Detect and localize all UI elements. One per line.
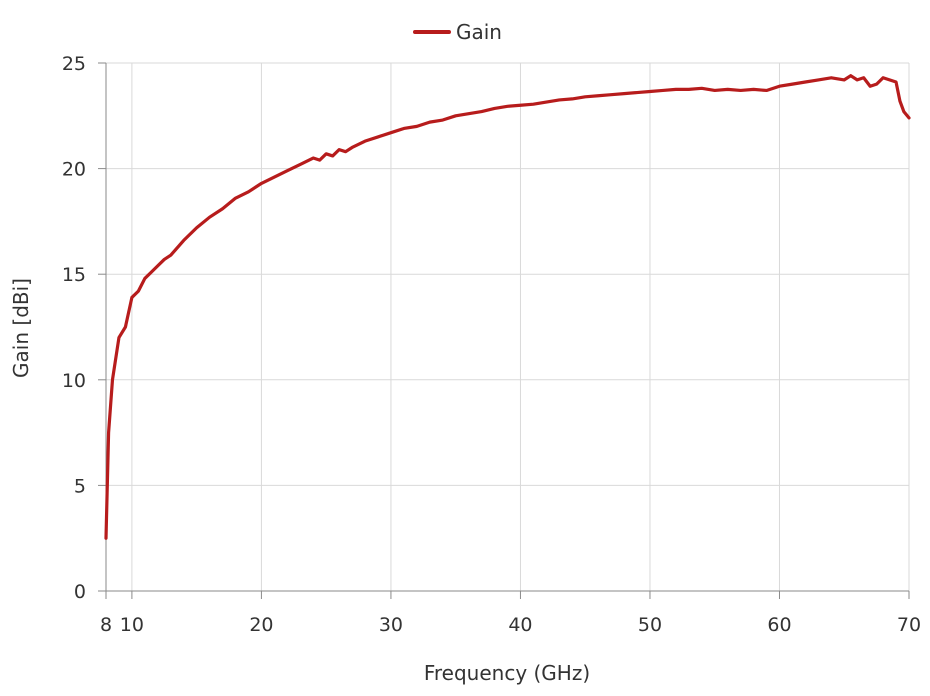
series-line-gain[interactable] [104,74,911,540]
legend-label-gain: Gain [456,20,502,44]
legend[interactable]: Gain [413,20,502,44]
x-tick-labels: 8 10 20 30 40 50 60 70 [100,614,921,636]
y-tick-labels: 0 5 10 15 20 25 [62,53,86,603]
x-tick-label-70: 70 [897,614,921,636]
x-tick-label-30: 30 [379,614,403,636]
x-axis-title: Frequency (GHz) [424,661,590,685]
x-tick-label-10: 10 [120,614,144,636]
y-tick-label-25: 25 [62,53,86,75]
y-axis-title: Gain [dBi] [9,278,33,378]
x-tick-label-20: 20 [249,614,273,636]
x-tick-label-40: 40 [508,614,532,636]
axes [98,62,910,599]
y-tick-label-5: 5 [74,475,86,497]
x-tick-label-50: 50 [638,614,662,636]
grid [106,62,910,591]
y-tick-label-20: 20 [62,159,86,181]
y-tick-label-0: 0 [74,581,86,603]
series-group [104,74,911,540]
y-tick-label-10: 10 [62,370,86,392]
x-tick-label-8: 8 [100,614,112,636]
y-tick-label-15: 15 [62,264,86,286]
x-tick-label-60: 60 [767,614,791,636]
